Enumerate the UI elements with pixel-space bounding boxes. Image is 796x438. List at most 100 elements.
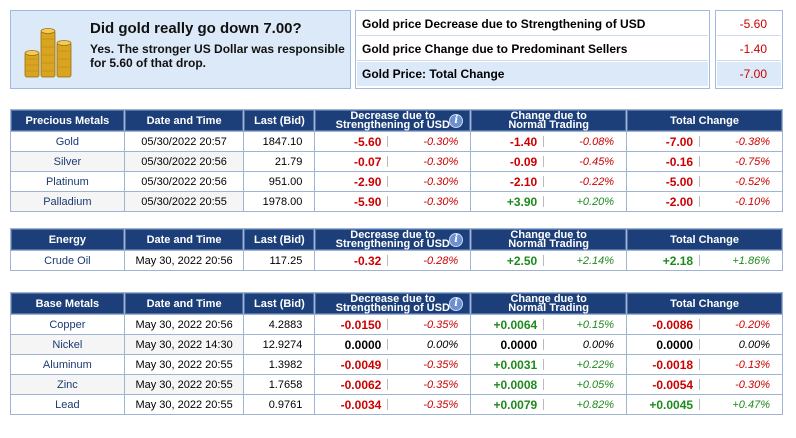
total-change-header[interactable]: Total Change [627, 293, 782, 314]
total-change-header[interactable]: Total Change [627, 229, 782, 250]
normal-trading-percent: +0.82% [576, 398, 615, 411]
normal-trading-header[interactable]: Change due to Normal Trading [471, 110, 627, 131]
commodity-name[interactable]: Gold [11, 132, 124, 151]
divider [543, 136, 545, 147]
decrease-usd-cell: -0.07 -0.30% [315, 152, 471, 171]
commodity-name[interactable]: Crude Oil [11, 251, 124, 270]
total-change-cell: +2.18 +1.86% [627, 251, 782, 270]
decrease-usd-value: -5.90 [354, 194, 382, 209]
normal-trading-percent: +0.05% [576, 378, 615, 391]
date-time-header[interactable]: Date and Time [124, 293, 244, 314]
divider [543, 156, 545, 167]
normal-trading-percent: +0.22% [576, 358, 615, 371]
total-change-value: -0.0086 [652, 317, 694, 332]
date-time-cell: May 30, 2022 20:56 [124, 315, 244, 334]
total-change-percent: -0.38% [735, 135, 770, 148]
decrease-usd-value: -0.32 [353, 253, 382, 268]
date-time-header[interactable]: Date and Time [124, 110, 244, 131]
last-bid-cell: 1978.00 [244, 192, 315, 211]
date-time-header[interactable]: Date and Time [124, 229, 244, 250]
info-icon[interactable]: i [449, 114, 464, 128]
last-bid-cell: 951.00 [244, 172, 315, 191]
decrease-usd-cell: -0.0062 -0.35% [315, 375, 471, 394]
summary-labels: Gold price Decrease due to Strengthening… [355, 10, 710, 89]
normal-trading-cell: -2.10 -0.22% [471, 172, 627, 191]
total-change-cell: -2.00 -0.10% [627, 192, 782, 211]
decrease-usd-cell: -5.60 -0.30% [315, 132, 471, 151]
date-time-cell: 05/30/2022 20:56 [124, 172, 244, 191]
header-line: Strengthening of USD [335, 237, 450, 250]
summary-row-value: -5.60 [717, 12, 781, 36]
commodity-name[interactable]: Nickel [11, 335, 124, 354]
total-change-percent: -0.30% [735, 378, 770, 391]
last-bid-cell: 1.7658 [244, 375, 315, 394]
header-line: Decrease due to [350, 292, 436, 305]
table-header-row: Base Metals Date and Time Last (Bid) Decrea… [11, 293, 782, 314]
last-bid-header[interactable]: Last (Bid) [244, 110, 315, 131]
summary-row-label: Gold price Decrease due to Strengthening… [357, 12, 708, 36]
decrease-usd-header[interactable]: Decrease due to Strengthening of USD i [315, 292, 471, 314]
summary-question: Did gold really go down 7.00? [90, 20, 302, 37]
normal-trading-cell: -0.09 -0.45% [471, 152, 627, 171]
normal-trading-percent: -0.22% [579, 175, 615, 188]
decrease-usd-header[interactable]: Decrease due to Strengthening of USD i [315, 228, 471, 250]
decrease-usd-percent: -0.28% [423, 254, 459, 267]
table-row: Copper May 30, 2022 20:56 4.2883 -0.0150 -0.… [11, 315, 782, 334]
last-bid-cell: 4.2883 [244, 315, 315, 334]
normal-trading-header[interactable]: Change due to Normal Trading [471, 293, 627, 314]
divider [699, 156, 701, 167]
normal-trading-value: +2.50 [506, 253, 538, 268]
header-line: Normal Trading [508, 118, 589, 131]
precious-metals-table: Precious Metals Date and Time Last (Bid) De… [10, 109, 783, 212]
gold-coins-icon [24, 28, 72, 78]
divider [387, 359, 389, 370]
table-row: Aluminum May 30, 2022 20:55 1.3982 -0.0049-… [11, 355, 782, 374]
last-bid-header[interactable]: Last (Bid) [244, 229, 315, 250]
info-icon[interactable]: i [449, 233, 464, 247]
energy-table: Energy Date and Time Last (Bid) Decrease du… [10, 228, 783, 271]
header-line: Decrease due to [350, 109, 436, 122]
commodity-name[interactable]: Aluminum [11, 355, 124, 374]
commodity-name[interactable]: Zinc [11, 375, 124, 394]
normal-trading-value: -1.40 [509, 134, 538, 149]
normal-trading-value: -2.10 [509, 174, 538, 189]
decrease-usd-value: -0.0034 [340, 397, 382, 412]
decrease-usd-value: -5.60 [354, 134, 382, 149]
info-icon[interactable]: i [449, 297, 464, 311]
normal-trading-header[interactable]: Change due to Normal Trading [471, 229, 627, 250]
decrease-usd-header[interactable]: Decrease due to Strengthening of USD i [315, 109, 471, 131]
normal-trading-value: +0.0079 [493, 397, 538, 412]
normal-trading-cell: 0.0000 0.00% [471, 335, 627, 354]
total-change-cell: +0.0045 +0.47% [627, 395, 782, 414]
last-bid-header[interactable]: Last (Bid) [244, 293, 315, 314]
decrease-usd-percent: -0.35% [423, 378, 459, 391]
total-change-header[interactable]: Total Change [627, 110, 782, 131]
decrease-usd-cell: -0.0034 -0.35% [315, 395, 471, 414]
commodity-name[interactable]: Lead [11, 395, 124, 414]
commodity-name[interactable]: Palladium [11, 192, 124, 211]
decrease-usd-cell: -5.90 -0.30% [315, 192, 471, 211]
header-line: Decrease due to [350, 228, 436, 241]
table-row: Gold 05/30/2022 20:57 1847.10 -5.60 -0.30% -1… [11, 132, 782, 151]
total-change-value: -0.0018 [652, 357, 694, 372]
divider [699, 176, 701, 187]
decrease-usd-cell: -0.32 -0.28% [315, 251, 471, 270]
table-header-row: Precious Metals Date and Time Last (Bid) De… [11, 110, 782, 131]
header-line: Strengthening of USD [335, 301, 450, 314]
divider [387, 255, 389, 266]
commodity-name[interactable]: Silver [11, 152, 124, 171]
commodity-name[interactable]: Copper [11, 315, 124, 334]
normal-trading-cell: +2.50 +2.14% [471, 251, 627, 270]
total-change-value: -0.16 [665, 154, 694, 169]
normal-trading-cell: +0.0064 +0.15% [471, 315, 627, 334]
decrease-usd-value: -2.90 [354, 174, 382, 189]
total-change-value: 0.0000 [656, 337, 694, 352]
summary-total-label: Gold Price: Total Change [357, 62, 708, 86]
total-change-value: -0.0054 [652, 377, 694, 392]
normal-trading-cell: +0.0031 +0.22% [471, 355, 627, 374]
table-row: Palladium 05/30/2022 20:55 1978.00 -5.90 -0.… [11, 192, 782, 211]
divider [543, 196, 545, 207]
total-change-percent: -0.10% [735, 195, 770, 208]
commodity-name[interactable]: Platinum [11, 172, 124, 191]
normal-trading-value: +3.90 [506, 194, 538, 209]
